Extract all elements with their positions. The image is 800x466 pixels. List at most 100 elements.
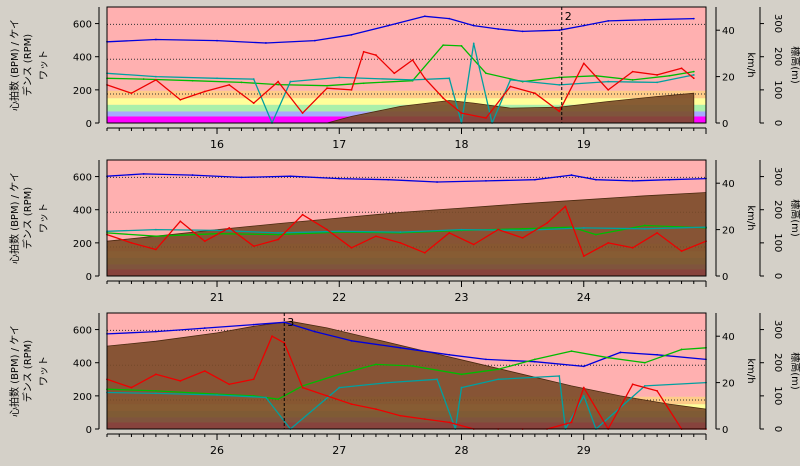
data-point	[423, 418, 426, 420]
data-point	[582, 365, 585, 368]
data-point	[607, 88, 610, 91]
data-point	[680, 348, 683, 351]
data-point	[154, 235, 157, 238]
data-point	[448, 421, 451, 424]
x-tick-label: 29	[577, 444, 591, 457]
data-point	[375, 408, 377, 411]
data-point	[521, 227, 524, 230]
data-point	[203, 327, 206, 329]
data-point	[509, 79, 512, 81]
data-point	[643, 224, 646, 227]
elev-axis-label: 標高(m)	[789, 352, 800, 390]
data-point	[423, 15, 426, 18]
data-point	[203, 370, 206, 372]
data-point	[460, 45, 463, 47]
watt-tick-label: 600	[73, 173, 92, 184]
data-point	[692, 17, 695, 20]
x-tick-label: 19	[577, 138, 591, 151]
watt-tick-label: 400	[73, 359, 92, 370]
x-tick-label: 21	[210, 291, 224, 304]
data-point	[338, 76, 341, 79]
data-point	[154, 228, 157, 231]
data-point	[130, 92, 133, 95]
data-point	[668, 178, 671, 181]
data-point	[485, 117, 487, 119]
series-heart-rate-line	[106, 224, 707, 237]
data-point	[485, 179, 487, 182]
data-point	[154, 79, 157, 81]
speed-axis-label: km/h	[745, 205, 756, 230]
series-power-line	[106, 51, 695, 119]
data-point	[497, 28, 500, 30]
data-point	[442, 44, 445, 47]
watt-tick-label: 200	[73, 392, 92, 403]
data-point	[582, 386, 585, 389]
data-point	[326, 228, 328, 231]
data-point	[411, 59, 414, 61]
data-point	[643, 18, 646, 21]
data-point	[216, 39, 218, 42]
data-point	[216, 77, 218, 80]
elev-tick-label: 0	[772, 426, 783, 432]
data-point	[448, 17, 451, 20]
data-point	[277, 83, 280, 86]
series-altitude-area	[107, 92, 695, 124]
data-point	[387, 24, 390, 27]
elev-tick-label: 100	[772, 233, 783, 252]
data-point	[643, 227, 646, 230]
speed-axis-label: km/h	[745, 358, 756, 383]
data-point	[582, 394, 585, 397]
data-point	[448, 353, 451, 356]
data-point	[607, 80, 610, 83]
data-point	[631, 179, 634, 182]
elev-tick-label: 200	[772, 200, 783, 219]
data-point	[521, 30, 524, 33]
data-point	[203, 90, 206, 93]
data-point	[497, 378, 500, 381]
data-point	[656, 74, 659, 76]
data-point	[546, 222, 548, 224]
elev-axis-label: 標高(m)	[789, 199, 800, 237]
speed-tick-label: 20	[722, 73, 735, 84]
watt-tick-label: 0	[86, 119, 92, 130]
data-point	[338, 230, 341, 233]
data-point	[203, 240, 206, 243]
left-axis-label-line1: 心拍数 (BPM) / ケイ	[8, 325, 21, 417]
elev-tick-label: 300	[772, 320, 783, 339]
data-point	[338, 177, 341, 180]
data-point	[607, 356, 610, 359]
data-point	[472, 42, 475, 45]
elev-tick-label: 200	[772, 353, 783, 372]
data-point	[216, 229, 218, 232]
data-point	[240, 81, 243, 84]
data-point	[533, 178, 536, 181]
speed-tick-label: 20	[722, 379, 735, 390]
speed-tick-label: 40	[722, 179, 735, 190]
data-point	[326, 394, 328, 397]
data-point	[692, 74, 695, 76]
data-point	[277, 80, 280, 83]
data-point	[142, 78, 145, 80]
data-point	[680, 250, 683, 253]
data-point	[362, 50, 365, 53]
data-point	[142, 173, 145, 175]
data-point	[558, 83, 561, 86]
watt-tick-label: 200	[73, 239, 92, 250]
x-tick-label: 22	[332, 291, 346, 304]
data-point	[271, 335, 273, 338]
watt-tick-label: 400	[73, 206, 92, 217]
left-axis-label-line2: デンス (RPM)	[21, 187, 34, 249]
data-point	[460, 386, 463, 389]
left-axis-label-line1: 心拍数 (BPM) / ケイ	[8, 19, 21, 111]
data-point	[252, 78, 255, 80]
watt-tick-label: 400	[73, 53, 92, 64]
data-point	[436, 181, 438, 183]
data-point	[643, 361, 646, 364]
data-point	[216, 394, 218, 396]
data-point	[582, 255, 585, 258]
data-point	[558, 29, 561, 32]
data-point	[680, 67, 683, 70]
elev-tick-label: 100	[772, 386, 783, 405]
data-point	[154, 330, 157, 333]
